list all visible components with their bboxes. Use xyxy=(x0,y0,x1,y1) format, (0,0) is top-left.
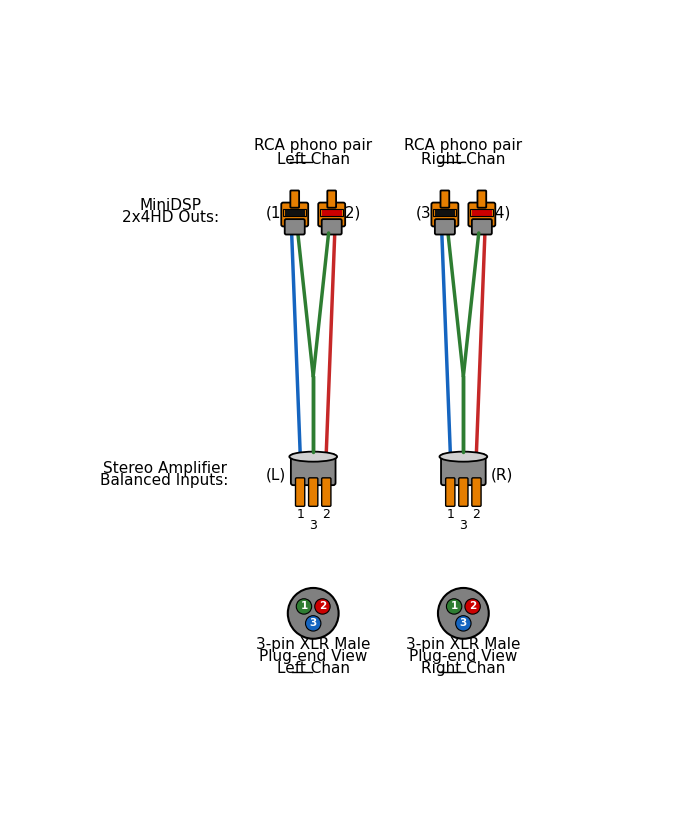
Text: Balanced Inputs:: Balanced Inputs: xyxy=(101,474,229,488)
Text: 2: 2 xyxy=(323,508,330,521)
FancyBboxPatch shape xyxy=(477,191,486,208)
Text: 2: 2 xyxy=(469,601,477,611)
FancyBboxPatch shape xyxy=(322,219,342,234)
Text: (1): (1) xyxy=(265,205,287,220)
Text: RCA phono pair: RCA phono pair xyxy=(404,138,522,153)
FancyBboxPatch shape xyxy=(441,191,450,208)
Text: 3: 3 xyxy=(460,519,467,531)
Text: Stereo Amplifier: Stereo Amplifier xyxy=(103,461,227,476)
FancyBboxPatch shape xyxy=(435,219,455,234)
Ellipse shape xyxy=(290,451,337,462)
FancyBboxPatch shape xyxy=(468,203,495,226)
FancyBboxPatch shape xyxy=(318,203,345,226)
Text: (2): (2) xyxy=(340,205,361,220)
Text: 3: 3 xyxy=(460,619,467,629)
Bar xyxy=(322,209,342,216)
Text: 1: 1 xyxy=(296,508,304,521)
Circle shape xyxy=(288,588,339,639)
FancyBboxPatch shape xyxy=(472,478,481,507)
FancyBboxPatch shape xyxy=(285,219,304,234)
Text: (L): (L) xyxy=(266,467,286,483)
Bar xyxy=(433,209,456,216)
Bar xyxy=(470,209,493,216)
FancyBboxPatch shape xyxy=(308,478,318,507)
Circle shape xyxy=(446,599,462,614)
FancyBboxPatch shape xyxy=(446,478,455,507)
Bar xyxy=(472,209,492,216)
Text: 3-pin XLR Male: 3-pin XLR Male xyxy=(256,637,371,652)
Text: Plug-end View: Plug-end View xyxy=(259,649,367,664)
Text: 2: 2 xyxy=(319,601,326,611)
Text: Plug-end View: Plug-end View xyxy=(409,649,518,664)
Bar xyxy=(284,209,306,216)
Text: 1: 1 xyxy=(446,508,454,521)
FancyBboxPatch shape xyxy=(322,478,331,507)
Text: (R): (R) xyxy=(491,467,513,483)
Text: 3-pin XLR Male: 3-pin XLR Male xyxy=(406,637,520,652)
Text: 3: 3 xyxy=(310,619,317,629)
Text: (3): (3) xyxy=(416,205,437,220)
Text: 2x4HD Outs:: 2x4HD Outs: xyxy=(122,210,219,225)
Bar xyxy=(320,209,344,216)
FancyBboxPatch shape xyxy=(431,203,458,226)
Text: Right Chan: Right Chan xyxy=(421,662,506,676)
Text: 3: 3 xyxy=(309,519,317,531)
FancyBboxPatch shape xyxy=(291,455,335,485)
Text: 1: 1 xyxy=(300,601,308,611)
FancyBboxPatch shape xyxy=(290,191,299,208)
FancyBboxPatch shape xyxy=(327,191,336,208)
Circle shape xyxy=(438,588,489,639)
Circle shape xyxy=(456,615,471,631)
FancyBboxPatch shape xyxy=(472,219,492,234)
Text: 2: 2 xyxy=(472,508,481,521)
FancyBboxPatch shape xyxy=(296,478,304,507)
FancyBboxPatch shape xyxy=(459,478,468,507)
FancyBboxPatch shape xyxy=(441,455,486,485)
Circle shape xyxy=(296,599,312,614)
FancyBboxPatch shape xyxy=(281,203,308,226)
Text: MiniDSP: MiniDSP xyxy=(140,198,202,213)
Circle shape xyxy=(315,599,330,614)
Ellipse shape xyxy=(439,451,487,462)
Text: 1: 1 xyxy=(450,601,458,611)
Text: Right Chan: Right Chan xyxy=(421,152,506,167)
Circle shape xyxy=(306,615,321,631)
Text: RCA phono pair: RCA phono pair xyxy=(254,138,373,153)
Bar xyxy=(435,209,455,216)
Text: Left Chan: Left Chan xyxy=(277,662,350,676)
Text: (4): (4) xyxy=(489,205,511,220)
Text: Left Chan: Left Chan xyxy=(277,152,350,167)
Bar xyxy=(285,209,304,216)
Circle shape xyxy=(465,599,481,614)
